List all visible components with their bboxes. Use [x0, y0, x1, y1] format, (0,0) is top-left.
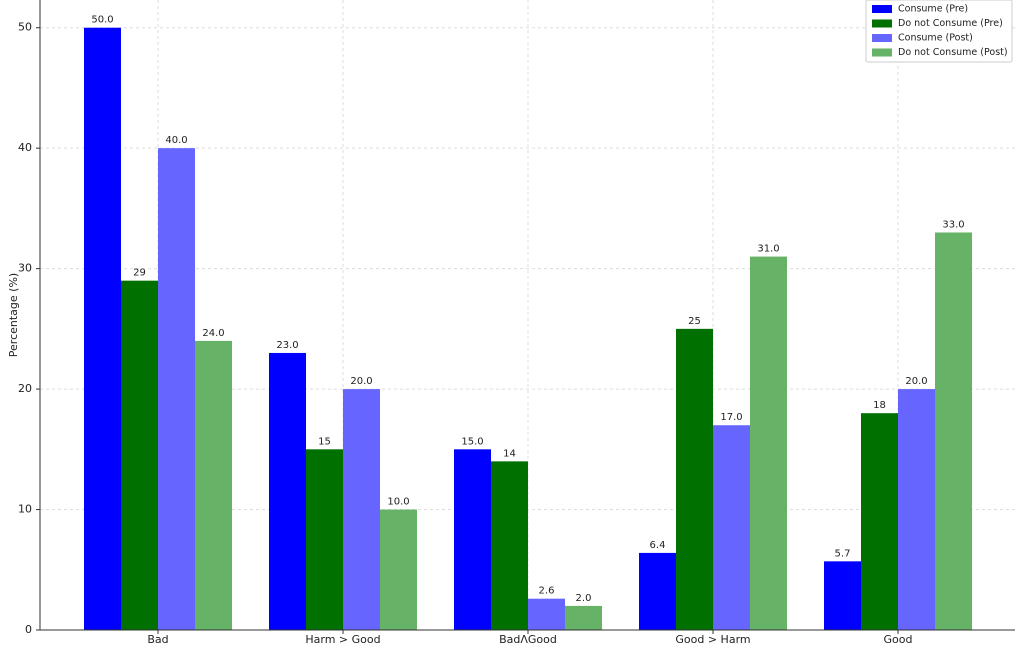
bar: [491, 461, 528, 630]
value-label: 29: [133, 268, 146, 279]
value-label: 31.0: [757, 244, 779, 255]
y-tick-label: 50: [18, 21, 32, 34]
bar: [861, 413, 898, 630]
bar: [269, 352, 306, 630]
bar: [824, 561, 861, 630]
bar: [195, 340, 232, 630]
legend-label: Do not Consume (Pre): [898, 18, 1003, 29]
x-tick-label: BadΛGood: [499, 633, 557, 646]
y-tick-label: 20: [18, 382, 32, 395]
legend-swatch: [872, 34, 892, 42]
bar: [380, 509, 417, 630]
legend-swatch: [872, 48, 892, 57]
bar: [343, 389, 380, 630]
x-tick-label: Good > Harm: [675, 633, 750, 646]
value-label: 14: [503, 448, 516, 459]
x-tick-label: Good: [884, 633, 913, 646]
value-label: 18: [873, 400, 886, 411]
value-label: 25: [688, 316, 701, 327]
bar: [306, 449, 343, 630]
bar: [565, 605, 602, 630]
value-label: 15.0: [461, 436, 483, 447]
bar: [750, 256, 787, 630]
legend-label: Do not Consume (Post): [898, 47, 1008, 58]
y-tick-label: 10: [18, 503, 32, 516]
bar: [158, 148, 195, 630]
y-tick-label: 30: [18, 262, 32, 275]
value-label: 2.0: [576, 593, 592, 604]
value-label: 40.0: [165, 135, 187, 146]
bar: [676, 328, 713, 630]
bar: [639, 552, 676, 630]
legend-swatch: [872, 19, 892, 28]
bar: [898, 389, 935, 630]
y-tick-label: 40: [18, 141, 32, 154]
value-label: 15: [318, 436, 331, 447]
value-label: 5.7: [835, 548, 851, 559]
legend-swatch: [872, 5, 892, 13]
x-tick-label: Harm > Good: [305, 633, 380, 646]
value-label: 50.0: [91, 15, 113, 26]
value-label: 20.0: [350, 376, 372, 387]
legend-box: [865, 0, 1013, 63]
value-label: 6.4: [650, 540, 666, 551]
bar: [935, 232, 972, 630]
x-tick-label: Bad: [147, 633, 168, 646]
bar: [713, 425, 750, 630]
value-label: 33.0: [942, 219, 964, 230]
bar: [121, 280, 158, 630]
y-tick-label: 0: [25, 623, 32, 636]
bar: [84, 27, 121, 630]
value-label: 2.6: [539, 586, 555, 597]
legend-label: Consume (Pre): [898, 4, 968, 15]
value-label: 23.0: [276, 340, 298, 351]
y-axis-label: Percentage (%): [7, 273, 20, 357]
legend-label: Consume (Post): [898, 33, 973, 44]
value-label: 10.0: [387, 497, 409, 508]
bar: [528, 598, 565, 630]
value-label: 20.0: [905, 376, 927, 387]
value-label: 24.0: [202, 328, 224, 339]
value-label: 17.0: [720, 412, 742, 423]
bar: [454, 449, 491, 630]
